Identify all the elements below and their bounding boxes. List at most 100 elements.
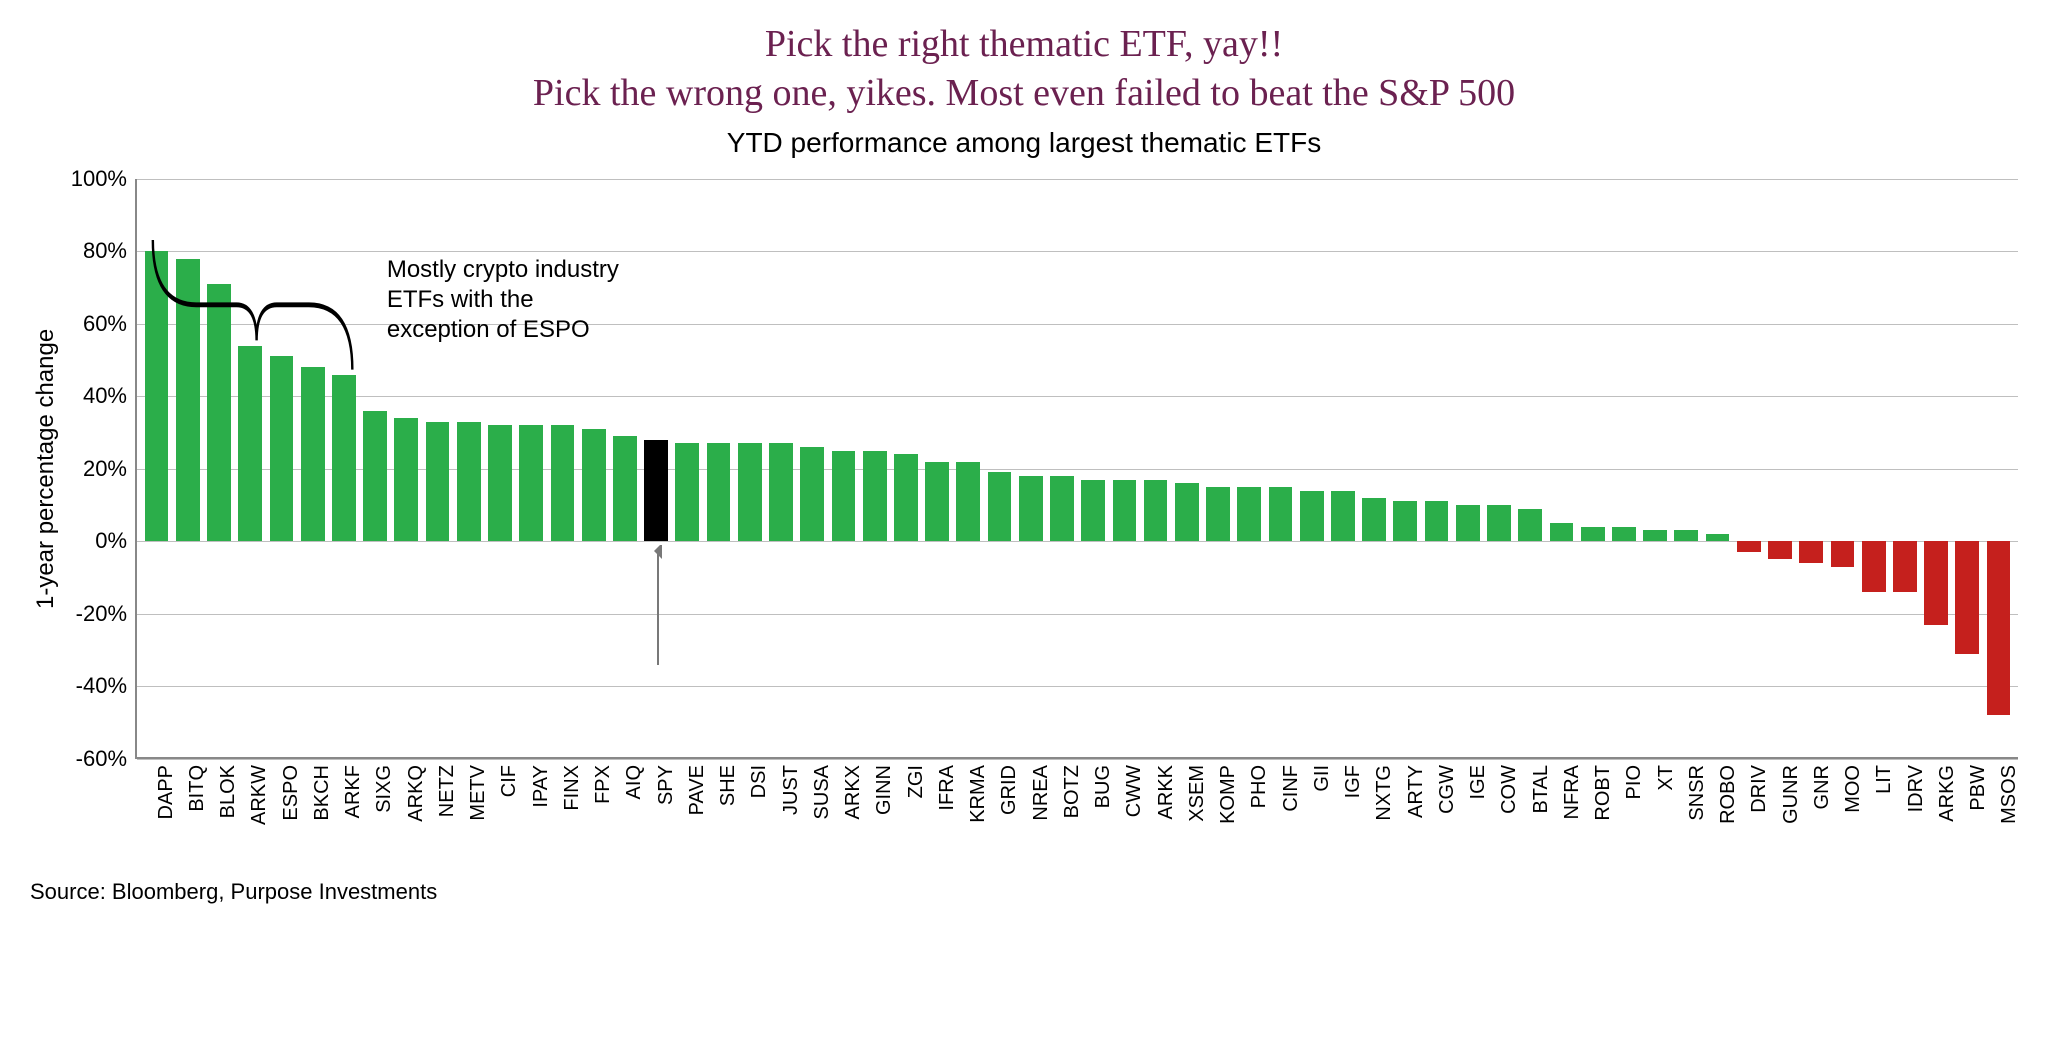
- bar-slot: [516, 179, 547, 757]
- bar-BITQ: [176, 259, 200, 542]
- bar-BKCH: [301, 367, 325, 541]
- bar-ARKW: [238, 346, 262, 542]
- x-label: KOMP: [1202, 759, 1233, 869]
- bar-slot: [734, 179, 765, 757]
- bar-PAVE: [675, 443, 699, 541]
- x-label: SPY: [639, 759, 670, 869]
- bar-MOO: [1831, 541, 1855, 566]
- bar-slot: [1952, 179, 1983, 757]
- x-label: AIQ: [608, 759, 639, 869]
- x-label: ARKX: [827, 759, 858, 869]
- bar-slot: [1109, 179, 1140, 757]
- bar-slot: [672, 179, 703, 757]
- x-label: CINF: [1264, 759, 1295, 869]
- x-label: ARTY: [1389, 759, 1420, 869]
- x-label: ESPO: [264, 759, 295, 869]
- x-label: CGW: [1420, 759, 1451, 869]
- bar-ARKX: [832, 451, 856, 542]
- bar-SHE: [707, 443, 731, 541]
- bar-slot: [297, 179, 328, 757]
- bar-slot: [1920, 179, 1951, 757]
- x-label: GRID: [983, 759, 1014, 869]
- x-label: BKCH: [295, 759, 326, 869]
- bar-PIO: [1612, 527, 1636, 542]
- bar-CWW: [1113, 480, 1137, 542]
- x-label: KRMA: [952, 759, 983, 869]
- x-label: IPAY: [514, 759, 545, 869]
- bar-slot: [172, 179, 203, 757]
- chart-area: 1-year percentage change 100%80%60%40%20…: [30, 179, 2018, 869]
- x-label: PAVE: [670, 759, 701, 869]
- bar-BOTZ: [1050, 476, 1074, 541]
- bar-slot: [890, 179, 921, 757]
- bar-slot: [1796, 179, 1827, 757]
- x-label: GINN: [858, 759, 889, 869]
- bar-BLOK: [207, 284, 231, 541]
- bar-slot: [547, 179, 578, 757]
- x-label: PHO: [1233, 759, 1264, 869]
- bar-slot: [1078, 179, 1109, 757]
- x-label: ARKG: [1920, 759, 1951, 869]
- x-label: MOO: [1827, 759, 1858, 869]
- bar-slot: [1577, 179, 1608, 757]
- x-label: BTAL: [1514, 759, 1545, 869]
- bars: [137, 179, 2018, 757]
- bar-CGW: [1425, 501, 1449, 541]
- bar-slot: [1983, 179, 2014, 757]
- y-axis-ticks: 100%80%60%40%20%0%-20%-40%-60%: [60, 179, 135, 759]
- x-label: NXTG: [1358, 759, 1389, 869]
- bar-ARKG: [1924, 541, 1948, 624]
- x-label: ARKQ: [389, 759, 420, 869]
- bar-slot: [984, 179, 1015, 757]
- x-axis-labels: DAPPBITQBLOKARKWESPOBKCHARKFSIXGARKQNETZ…: [135, 759, 2018, 869]
- bar-slot: [141, 179, 172, 757]
- bar-BTAL: [1518, 509, 1542, 542]
- bar-slot: [235, 179, 266, 757]
- bar-slot: [1265, 179, 1296, 757]
- bar-AIQ: [613, 436, 637, 541]
- bar-KRMA: [956, 462, 980, 542]
- bar-slot: [703, 179, 734, 757]
- bar-slot: [1015, 179, 1046, 757]
- chart-subtitle: YTD performance among largest thematic E…: [30, 127, 2018, 159]
- bar-slot: [203, 179, 234, 757]
- bar-slot: [1171, 179, 1202, 757]
- bar-GRID: [988, 472, 1012, 541]
- bar-FINX: [551, 425, 575, 541]
- bar-IPAY: [519, 425, 543, 541]
- bar-slot: [797, 179, 828, 757]
- bar-slot: [1702, 179, 1733, 757]
- bar-DAPP: [145, 251, 169, 541]
- bar-MSOS: [1987, 541, 2011, 715]
- bar-slot: [1234, 179, 1265, 757]
- x-label: NREA: [1014, 759, 1045, 869]
- bar-FPX: [582, 429, 606, 541]
- bar-slot: [1640, 179, 1671, 757]
- bar-DRIV: [1737, 541, 1761, 552]
- bar-SIXG: [363, 411, 387, 542]
- x-label: ARKF: [327, 759, 358, 869]
- x-label: CIF: [483, 759, 514, 869]
- x-label: NFRA: [1545, 759, 1576, 869]
- x-label: METV: [452, 759, 483, 869]
- bar-ARKQ: [394, 418, 418, 541]
- plot-area: Mostly crypto industryETFs with theexcep…: [135, 179, 2018, 759]
- x-label: IFRA: [920, 759, 951, 869]
- bar-slot: [1202, 179, 1233, 757]
- bar-NREA: [1019, 476, 1043, 541]
- bar-KOMP: [1206, 487, 1230, 541]
- bar-SUSA: [800, 447, 824, 541]
- x-label: IDRV: [1889, 759, 1920, 869]
- bar-LIT: [1862, 541, 1886, 592]
- x-label: ARKW: [233, 759, 264, 869]
- bar-IDRV: [1893, 541, 1917, 592]
- x-label: SNSR: [1670, 759, 1701, 869]
- x-label: SUSA: [795, 759, 826, 869]
- x-label: JUST: [764, 759, 795, 869]
- bar-slot: [1764, 179, 1795, 757]
- bar-BUG: [1081, 480, 1105, 542]
- x-label: SHE: [702, 759, 733, 869]
- bar-slot: [1515, 179, 1546, 757]
- source-text: Source: Bloomberg, Purpose Investments: [30, 879, 2018, 905]
- x-label: BITQ: [170, 759, 201, 869]
